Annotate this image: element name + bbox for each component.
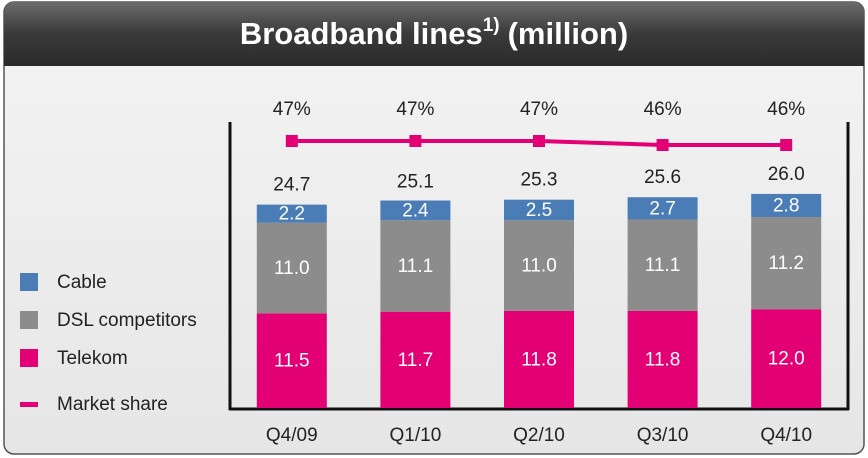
x-tick-label: Q4/09 bbox=[266, 425, 318, 446]
value-label: 11.0 bbox=[274, 258, 310, 279]
bar-segment bbox=[380, 200, 451, 221]
value-label: 11.2 bbox=[768, 253, 804, 274]
value-label: 12.0 bbox=[768, 349, 805, 370]
value-label: 11.1 bbox=[398, 256, 434, 277]
x-tick-label: Q4/10 bbox=[760, 425, 812, 446]
line-marker bbox=[285, 135, 298, 147]
line-marker bbox=[533, 135, 545, 147]
value-label: 2.7 bbox=[649, 198, 675, 219]
share-label: 46% bbox=[767, 99, 805, 120]
bar-segment bbox=[751, 193, 822, 217]
bar-segment bbox=[627, 219, 698, 311]
x-tick-label: Q2/10 bbox=[513, 425, 565, 446]
line-marker bbox=[409, 135, 422, 147]
x-tick-label: Q1/10 bbox=[390, 425, 442, 446]
value-label: 2.4 bbox=[402, 200, 429, 221]
bar-segment bbox=[751, 309, 822, 408]
title-main: Broadband lines bbox=[240, 16, 483, 51]
value-label: 11.1 bbox=[645, 255, 681, 276]
legend-swatch bbox=[20, 273, 38, 291]
total-label: 26.0 bbox=[768, 164, 805, 185]
total-label: 25.3 bbox=[521, 170, 558, 191]
share-label: 46% bbox=[644, 99, 682, 120]
legend-label: Cable bbox=[57, 272, 107, 293]
share-label: 47% bbox=[396, 99, 434, 120]
bar-segment bbox=[627, 197, 698, 220]
share-label: 47% bbox=[273, 99, 311, 120]
bar-segment bbox=[751, 216, 822, 310]
title-footnote: 1) bbox=[483, 15, 500, 36]
value-label: 2.8 bbox=[773, 195, 799, 216]
value-label: 2.5 bbox=[526, 200, 552, 221]
bar-segment bbox=[256, 222, 327, 314]
header bbox=[4, 2, 864, 66]
total-label: 24.7 bbox=[273, 175, 310, 196]
legend-label: Market share bbox=[57, 394, 168, 415]
value-label: 2.2 bbox=[279, 204, 305, 225]
bar-segment bbox=[380, 311, 451, 408]
legend-label: Telekom bbox=[57, 348, 128, 369]
bar-segment bbox=[504, 310, 574, 408]
title-unit: (million) bbox=[508, 16, 629, 51]
legend-line bbox=[20, 402, 38, 407]
bar-segment bbox=[256, 204, 327, 223]
value-label: 11.8 bbox=[521, 349, 557, 370]
value-label: 11.7 bbox=[398, 350, 434, 371]
bar-segment bbox=[627, 310, 698, 408]
share-label: 47% bbox=[520, 99, 558, 120]
chart-title: Broadband lines1) (million) bbox=[240, 15, 628, 51]
value-label: 11.0 bbox=[521, 256, 557, 277]
bar-segment bbox=[380, 220, 451, 312]
bar-segment bbox=[504, 220, 574, 311]
value-label: 11.8 bbox=[645, 349, 681, 370]
legend-label: DSL competitors bbox=[57, 310, 197, 331]
bar-segment bbox=[504, 199, 574, 221]
legend-swatch bbox=[20, 311, 38, 329]
line-marker bbox=[656, 139, 669, 151]
total-label: 25.1 bbox=[397, 171, 434, 192]
line-marker bbox=[780, 139, 793, 151]
total-label: 25.6 bbox=[644, 167, 681, 188]
bar-segment bbox=[256, 313, 327, 408]
value-label: 11.5 bbox=[274, 351, 310, 372]
legend-swatch bbox=[20, 349, 38, 367]
x-tick-label: Q3/10 bbox=[637, 425, 689, 446]
